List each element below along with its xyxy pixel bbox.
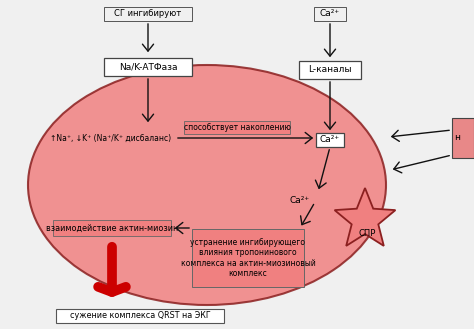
FancyBboxPatch shape — [299, 61, 361, 79]
Polygon shape — [335, 188, 395, 246]
FancyBboxPatch shape — [192, 229, 304, 287]
Text: устранение ингибирующего
влияния тропонинового
комплекса на актин-миозиновый
ком: устранение ингибирующего влияния тропони… — [181, 238, 315, 278]
FancyBboxPatch shape — [104, 58, 192, 76]
FancyBboxPatch shape — [56, 309, 224, 323]
FancyBboxPatch shape — [452, 118, 474, 158]
FancyBboxPatch shape — [53, 220, 171, 236]
FancyBboxPatch shape — [104, 7, 192, 21]
Text: способствует накоплению: способствует накоплению — [183, 122, 291, 132]
Text: СПР: СПР — [358, 230, 376, 239]
Text: L-каналы: L-каналы — [308, 65, 352, 74]
Ellipse shape — [28, 65, 386, 305]
Text: Ca²⁺: Ca²⁺ — [290, 196, 310, 205]
Text: Ca²⁺: Ca²⁺ — [320, 136, 340, 144]
Text: ↑Na⁺, ↓K⁺ (Na⁺/K⁺ дисбаланс): ↑Na⁺, ↓K⁺ (Na⁺/K⁺ дисбаланс) — [50, 134, 171, 142]
FancyBboxPatch shape — [316, 133, 344, 147]
Text: сужение комплекса QRST на ЭКГ: сужение комплекса QRST на ЭКГ — [70, 312, 210, 320]
Text: Ca²⁺: Ca²⁺ — [320, 10, 340, 18]
Text: н: н — [454, 134, 460, 142]
FancyBboxPatch shape — [314, 7, 346, 21]
Text: СГ ингибируют: СГ ингибируют — [114, 10, 182, 18]
FancyBboxPatch shape — [184, 120, 290, 134]
Text: Na/K-АТФаза: Na/K-АТФаза — [119, 63, 177, 71]
Text: взаимодействие актин-миозин: взаимодействие актин-миозин — [46, 223, 178, 233]
